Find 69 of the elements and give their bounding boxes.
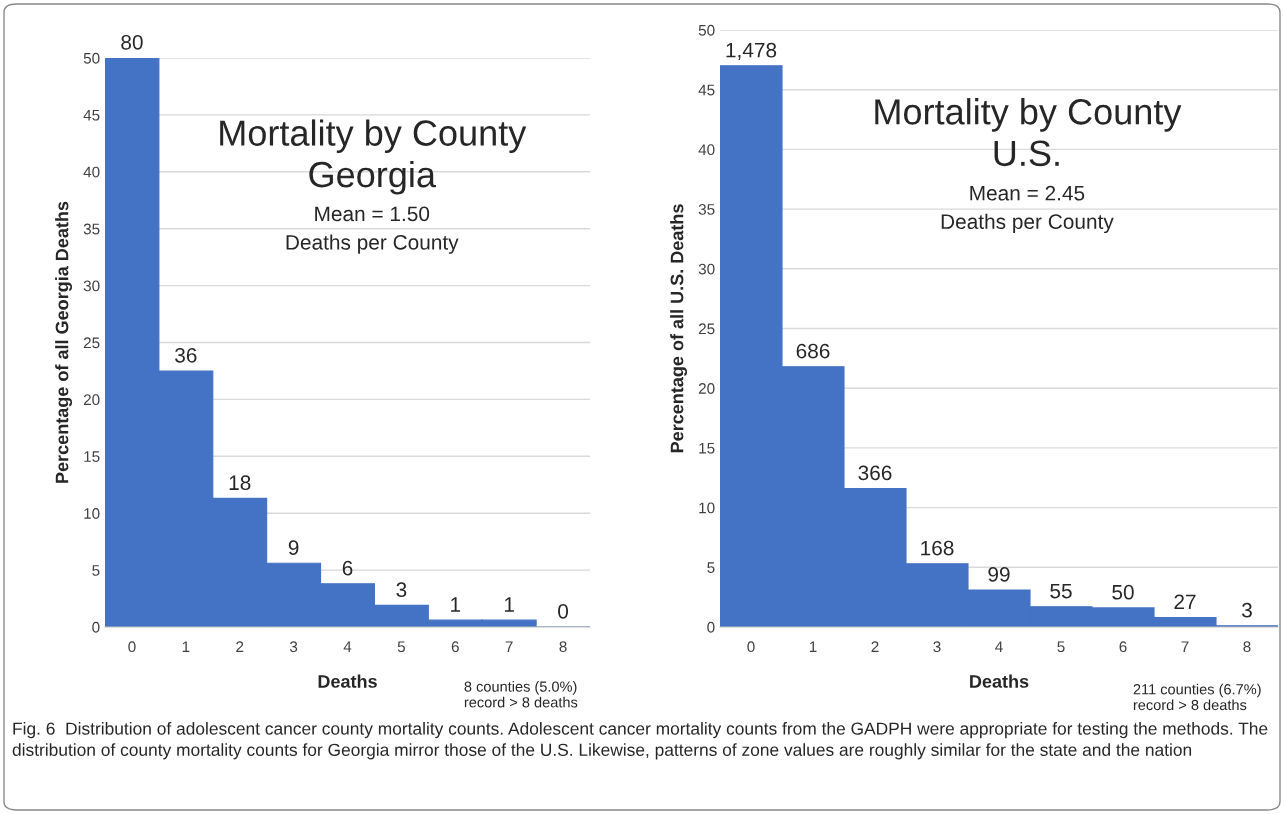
y-tick-label: 40 (83, 166, 100, 178)
y-tick-label: 45 (698, 84, 715, 96)
x-tick-label: 7 (505, 641, 513, 652)
x-tick-label: 4 (995, 641, 1003, 652)
y-tick-label: 20 (83, 394, 100, 406)
annotation: 1,478 (726, 42, 777, 60)
y-tick-label: 30 (83, 280, 100, 292)
annotation: 3 (1242, 602, 1252, 618)
x-tick-label: 5 (1057, 641, 1065, 653)
y-tick-label: 25 (698, 323, 715, 335)
y-tick-label: 0 (92, 621, 100, 633)
text: 8 counties (5.0%) record > 8 deaths (464, 681, 578, 708)
y-tick-label: 50 (83, 52, 100, 64)
y-tick-label: 20 (698, 383, 715, 394)
x-tick-label: 0 (128, 641, 136, 653)
y-tick-label: 5 (92, 565, 100, 576)
annotation: 1 (504, 597, 514, 612)
text: Mortality by County Georgia (220, 119, 527, 195)
annotation: 55 (1050, 583, 1072, 599)
x-tick-label: 4 (343, 641, 352, 652)
x-tick-label: 7 (1181, 641, 1189, 652)
annotation: 1 (451, 597, 461, 612)
y-tick-label: 35 (83, 223, 100, 235)
y-tick-label: 45 (83, 109, 100, 121)
y-tick-label: 50 (698, 24, 715, 36)
annotation: 80 (121, 34, 143, 50)
x-tick-label: 0 (747, 641, 755, 653)
y-tick-label: 10 (699, 502, 715, 514)
x-tick-label: 2 (236, 641, 244, 652)
x-tick-label: 6 (451, 641, 459, 653)
annotation: 50 (1112, 584, 1134, 600)
x-tick-label: 1 (182, 641, 190, 652)
y-axis-title: Percentage of all U.S. Deaths (670, 204, 688, 453)
y-tick-label: 5 (707, 562, 715, 573)
annotation: 0 (558, 603, 569, 619)
y-axis-title: Percentage of all Georgia Deaths (55, 201, 73, 483)
annotation: 27 (1174, 594, 1196, 609)
caption: Fig. 6 Distribution of adolescent cancer county mortality counts. Adolescent cancer mortality counts from the GADPH were appropriate for testing the methods. The distribution of county mortality counts for Georgia mirror those of the U.S. Likewise, patterns of zone values are roughly similar for the state and the nation (12, 722, 1268, 760)
text: Mean = 2.45 Deaths per County (941, 185, 1114, 234)
annotation: 18 (229, 475, 251, 491)
x-tick-label: 3 (933, 641, 941, 653)
y-tick-label: 30 (698, 263, 715, 275)
annotation: 9 (288, 540, 299, 555)
annotation: 168 (921, 540, 954, 556)
annotation: 36 (175, 347, 197, 363)
y-tick-label: 15 (84, 451, 100, 462)
annotation: 99 (988, 566, 1010, 582)
x-tick-label: 8 (1243, 641, 1251, 653)
y-tick-label: 35 (698, 203, 715, 215)
text: Mortality by County U.S. (875, 98, 1182, 167)
y-tick-label: 25 (83, 337, 100, 349)
y-tick-label: 10 (84, 508, 100, 519)
annotation: 686 (796, 343, 830, 359)
y-tick-label: 40 (698, 144, 715, 156)
text: Mean = 1.50 Deaths per County (286, 206, 459, 254)
x-tick-label: 6 (1119, 641, 1127, 653)
y-tick-label: 0 (707, 621, 715, 633)
annotation: 3 (396, 582, 407, 598)
x-tick-label: 5 (397, 641, 405, 653)
x-tick-label: 1 (809, 641, 817, 652)
x-tick-label: 2 (871, 641, 879, 652)
x-axis-title: Deaths (970, 674, 1029, 688)
x-tick-label: 8 (559, 641, 567, 653)
y-tick-label: 15 (699, 442, 715, 454)
x-axis-title: Deaths (318, 674, 377, 688)
annotation: 6 (342, 560, 353, 576)
annotation: 366 (858, 465, 892, 481)
text: 211 counties (6.7%) record > 8 deaths (1133, 683, 1261, 711)
x-tick-label: 3 (289, 641, 298, 653)
